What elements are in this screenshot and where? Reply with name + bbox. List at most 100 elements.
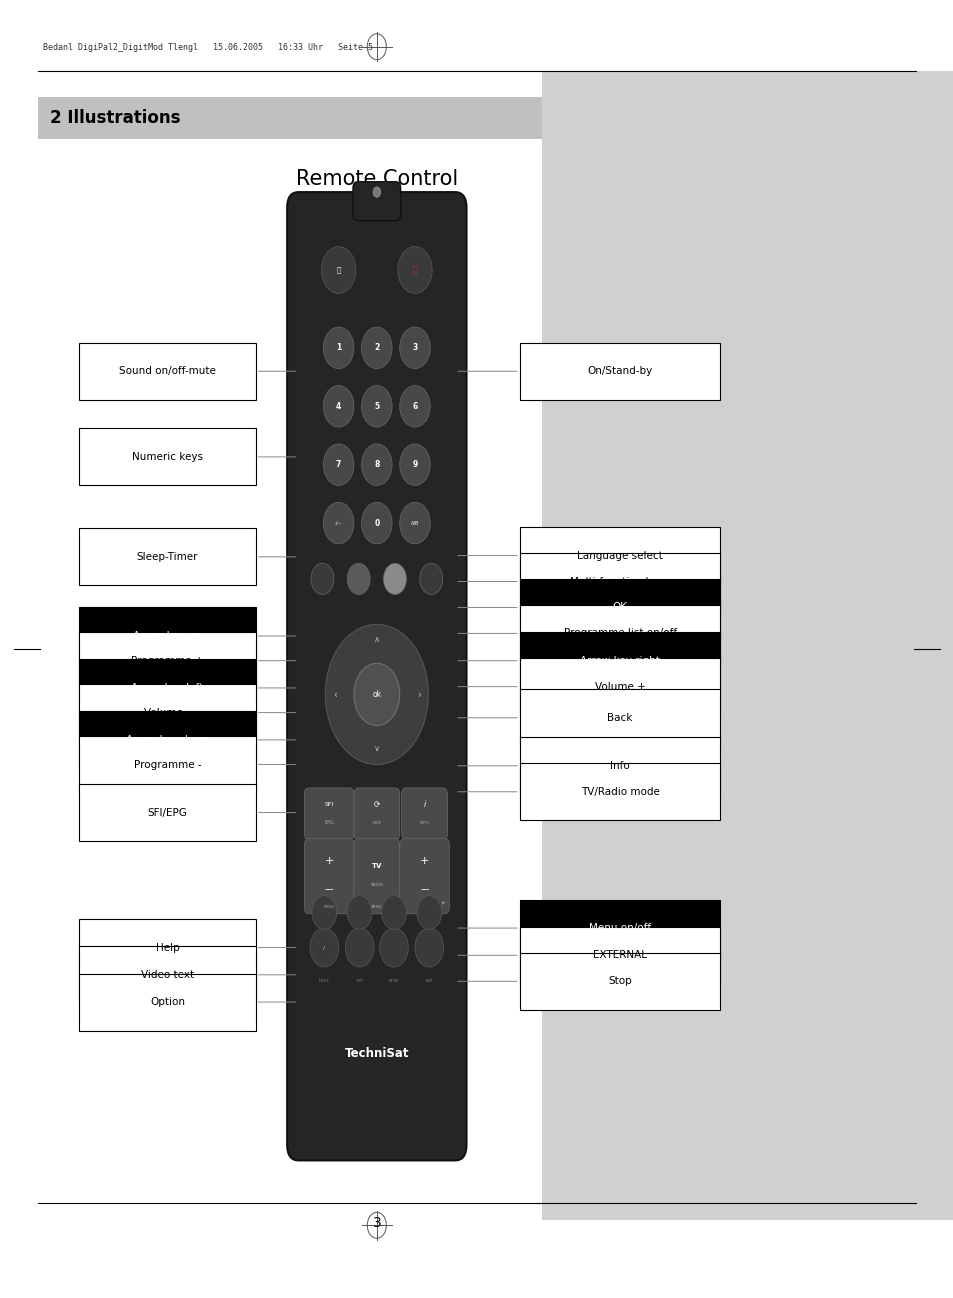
Text: Programme -: Programme - (133, 759, 201, 770)
Text: Multi-function keys: Multi-function keys (570, 576, 669, 587)
Bar (519, 553, 720, 610)
Bar (79, 632, 255, 689)
Text: ∧: ∧ (374, 636, 379, 644)
Text: RADIO: RADIO (370, 883, 383, 888)
Circle shape (347, 563, 370, 594)
Text: OK: OK (612, 602, 627, 613)
Circle shape (361, 502, 392, 544)
Text: Stop: Stop (608, 976, 631, 986)
Circle shape (310, 928, 338, 967)
Bar (519, 689, 720, 746)
Circle shape (397, 247, 432, 293)
Text: TXT: TXT (355, 979, 363, 984)
Circle shape (323, 502, 354, 544)
Text: 7: 7 (335, 461, 341, 469)
Text: TV: TV (372, 863, 381, 868)
Text: Language select: Language select (577, 550, 662, 561)
FancyBboxPatch shape (304, 788, 354, 840)
Text: /: / (323, 945, 325, 950)
FancyBboxPatch shape (287, 192, 466, 1160)
FancyBboxPatch shape (304, 839, 354, 914)
Circle shape (361, 327, 392, 369)
Circle shape (325, 624, 428, 765)
Text: 🔇: 🔇 (336, 266, 340, 274)
FancyBboxPatch shape (354, 839, 399, 914)
Bar (79, 343, 255, 400)
Text: Video text: Video text (141, 970, 193, 980)
Circle shape (312, 896, 336, 929)
Circle shape (311, 563, 334, 594)
Text: 0: 0 (374, 519, 379, 527)
Text: Arrow key up: Arrow key up (133, 631, 201, 641)
Text: On/Stand-by: On/Stand-by (587, 366, 652, 376)
Text: Volume -: Volume - (144, 707, 191, 718)
Bar (519, 527, 720, 584)
Text: TechniSat: TechniSat (344, 1047, 409, 1060)
Bar (79, 659, 255, 716)
Bar (519, 605, 720, 662)
Text: -/--: -/-- (335, 520, 342, 526)
Text: Help: Help (155, 942, 179, 953)
Text: Programme +: Programme + (132, 655, 203, 666)
Bar (79, 974, 255, 1031)
Text: ok: ok (372, 691, 381, 698)
Text: 1: 1 (335, 344, 341, 352)
Circle shape (383, 563, 406, 594)
Bar (519, 343, 720, 400)
Text: Volume +: Volume + (594, 681, 645, 692)
Text: Arrow key left: Arrow key left (132, 683, 203, 693)
Text: EXT: EXT (425, 979, 433, 984)
Text: —: — (420, 885, 428, 893)
FancyBboxPatch shape (354, 788, 399, 840)
Text: PROG: PROG (323, 905, 335, 910)
Bar (79, 946, 255, 1003)
Circle shape (345, 928, 374, 967)
Text: ∨: ∨ (374, 745, 379, 753)
Bar (519, 632, 720, 689)
Circle shape (361, 386, 392, 427)
Text: 4: 4 (335, 402, 341, 410)
Bar (79, 736, 255, 793)
Text: STOP: STOP (389, 979, 398, 984)
Text: 5: 5 (374, 402, 379, 410)
Circle shape (323, 444, 354, 485)
Text: EPG: EPG (324, 820, 334, 826)
Text: TV/Radio mode: TV/Radio mode (580, 787, 659, 797)
Text: SFI/EPG: SFI/EPG (148, 807, 187, 818)
Circle shape (399, 502, 430, 544)
Bar (519, 658, 720, 715)
Circle shape (416, 896, 441, 929)
Circle shape (415, 928, 443, 967)
Bar (79, 784, 255, 841)
Text: Arrow key right: Arrow key right (579, 655, 659, 666)
Bar (519, 927, 720, 984)
Circle shape (373, 187, 380, 197)
Circle shape (399, 444, 430, 485)
Text: —: — (325, 885, 333, 893)
Text: i: i (423, 801, 425, 809)
Text: ⟳: ⟳ (374, 801, 379, 809)
Bar (38, 97, 541, 139)
FancyBboxPatch shape (401, 788, 447, 840)
Bar (79, 428, 255, 485)
Bar (79, 528, 255, 585)
Text: SFI: SFI (324, 802, 334, 807)
Text: A/B: A/B (411, 520, 418, 526)
Text: EXTERNAL: EXTERNAL (593, 950, 646, 961)
Text: 2 Illustrations: 2 Illustrations (50, 109, 180, 127)
Text: 9: 9 (412, 461, 417, 469)
Circle shape (379, 928, 408, 967)
Circle shape (399, 386, 430, 427)
Circle shape (419, 563, 442, 594)
Bar (79, 711, 255, 768)
Text: ⏻: ⏻ (413, 266, 416, 274)
Circle shape (354, 663, 399, 726)
Bar (519, 763, 720, 820)
Text: Remote Control: Remote Control (295, 169, 457, 190)
Bar (519, 953, 720, 1010)
Text: 6: 6 (412, 402, 417, 410)
Bar (79, 684, 255, 741)
Text: Sound on/off-mute: Sound on/off-mute (119, 366, 215, 376)
Text: Info: Info (610, 761, 629, 771)
Text: 3: 3 (372, 1216, 381, 1229)
